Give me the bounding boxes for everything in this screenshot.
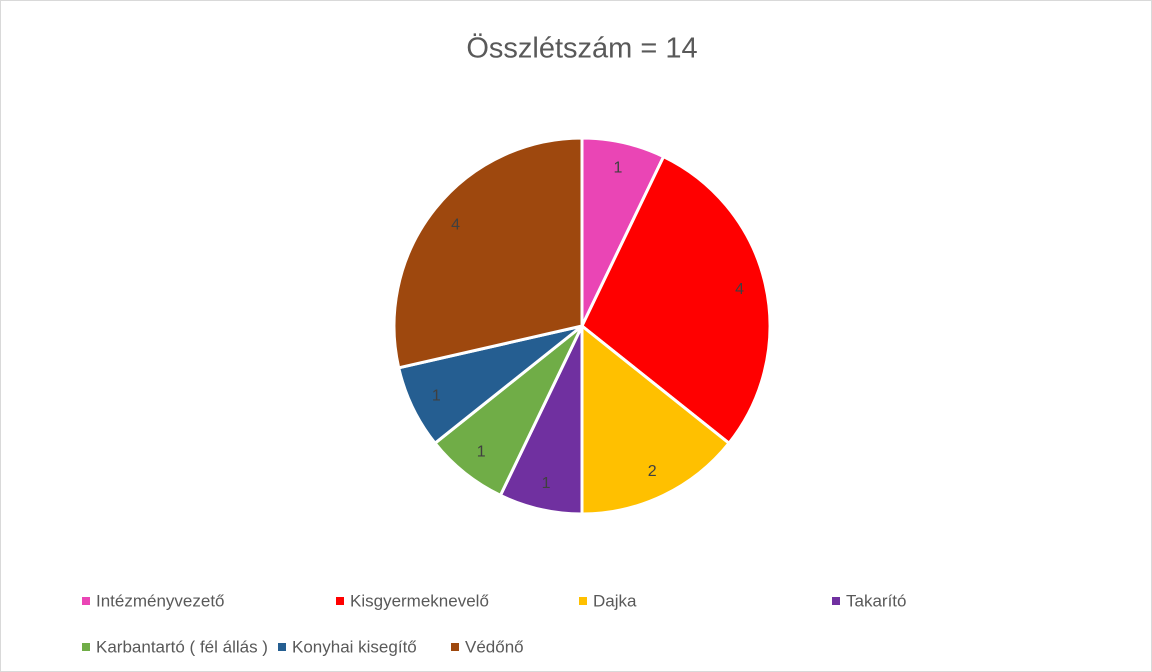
data-label: 4 [451,216,460,233]
legend-swatch [579,597,587,605]
legend-swatch [82,643,90,651]
pie-slice [580,154,772,446]
data-label: 1 [432,387,441,404]
data-label: 2 [648,463,657,480]
legend-label: Dajka [593,591,637,610]
data-label: 1 [542,475,551,492]
legend-label: Kisgyermeknevelő [350,591,489,610]
legend-label: Karbantartó ( fél állás ) [96,637,268,656]
legend-swatch [451,643,459,651]
legend-swatch [278,643,286,651]
chart-title: Összlétszám = 14 [466,33,697,65]
legend-swatch [82,597,90,605]
legend-label: Intézményvezető [96,591,225,610]
legend-label: Takarító [846,591,906,610]
data-label: 1 [614,160,623,177]
legend-swatch [832,597,840,605]
data-label: 4 [735,281,744,298]
legend-label: Védőnő [465,637,524,656]
pie-slice [392,136,584,370]
legend-label: Konyhai kisegítő [292,637,417,656]
pie-slice [580,322,732,516]
legend-swatch [336,597,344,605]
data-label: 1 [477,444,486,461]
